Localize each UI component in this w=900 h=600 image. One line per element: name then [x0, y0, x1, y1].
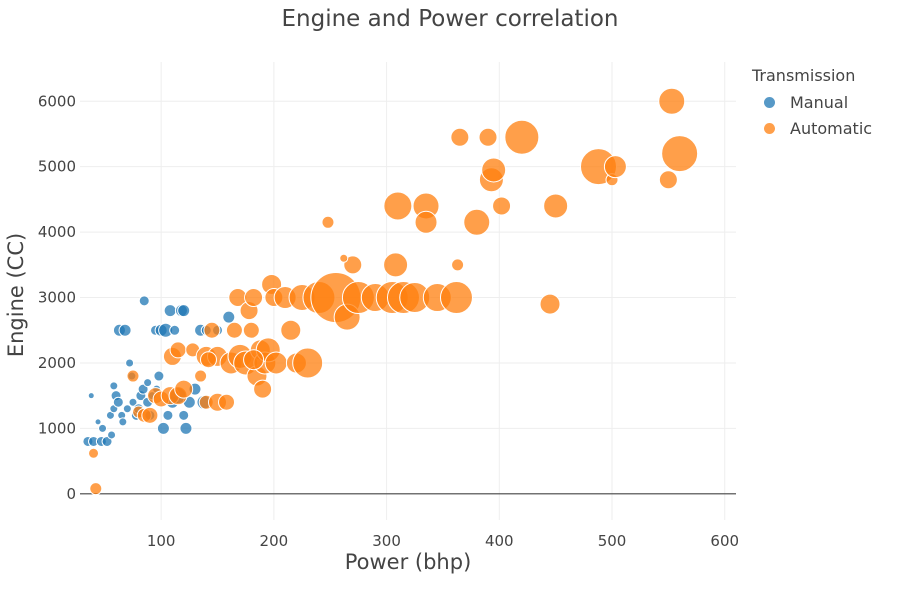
- legend-item-automatic[interactable]: Automatic: [752, 115, 872, 141]
- data-point-automatic: [169, 341, 187, 359]
- data-point-manual: [163, 304, 177, 318]
- y-tick-label: 6000: [38, 92, 76, 110]
- data-point-automatic: [280, 319, 302, 341]
- data-point-automatic: [242, 321, 260, 339]
- legend-swatch-manual: [764, 96, 775, 108]
- x-tick-label: 100: [147, 532, 176, 550]
- data-point-automatic: [450, 127, 470, 147]
- data-point-automatic: [658, 170, 678, 190]
- data-point-automatic: [504, 119, 540, 155]
- data-point-manual: [87, 392, 95, 400]
- data-point-automatic: [126, 369, 140, 383]
- data-point-automatic: [88, 447, 100, 459]
- legend-label-automatic: Automatic: [790, 118, 873, 138]
- data-point-automatic: [174, 379, 194, 399]
- legend-title: Transmission: [752, 66, 856, 85]
- x-tick-label: 600: [710, 532, 739, 550]
- x-tick-label: 300: [372, 532, 401, 550]
- y-tick-label: 4000: [38, 223, 76, 241]
- legend: Transmission Manual Automatic: [752, 66, 872, 141]
- data-point-automatic: [339, 253, 349, 263]
- data-point-manual: [118, 323, 132, 337]
- data-point-automatic: [603, 155, 627, 179]
- data-point-manual: [125, 358, 135, 368]
- legend-swatch-automatic: [764, 122, 775, 134]
- data-point-automatic: [439, 281, 473, 315]
- x-axis-title: Power (bhp): [344, 550, 472, 574]
- data-point-automatic: [141, 406, 159, 424]
- data-point-automatic: [478, 127, 498, 147]
- data-point-manual: [118, 417, 128, 427]
- data-point-manual: [128, 397, 138, 407]
- x-tick-label: 200: [260, 532, 289, 550]
- data-point-manual: [107, 430, 117, 440]
- data-point-automatic: [225, 321, 243, 339]
- data-point-automatic: [194, 369, 208, 383]
- data-point-manual: [179, 421, 193, 435]
- data-point-manual: [162, 409, 174, 421]
- data-point-automatic: [539, 293, 561, 315]
- data-point-automatic: [264, 351, 288, 375]
- x-tick-label: 500: [598, 532, 627, 550]
- data-point-automatic: [203, 321, 221, 339]
- data-point-automatic: [481, 157, 507, 183]
- data-point-manual: [153, 370, 165, 382]
- legend-item-manual[interactable]: Manual: [752, 89, 872, 115]
- legend-label-manual: Manual: [790, 92, 849, 112]
- y-tick-label: 0: [66, 485, 76, 503]
- data-point-manual: [222, 310, 236, 324]
- data-point-manual: [169, 324, 181, 336]
- data-point-automatic: [89, 482, 103, 496]
- data-point-manual: [137, 383, 149, 395]
- data-point-automatic: [292, 347, 324, 379]
- data-point-manual: [156, 421, 170, 435]
- data-point-automatic: [658, 87, 686, 115]
- data-point-automatic: [244, 288, 264, 308]
- data-point-manual: [138, 295, 150, 307]
- data-point-automatic: [253, 379, 273, 399]
- data-point-manual: [178, 409, 190, 421]
- data-point-automatic: [383, 191, 413, 221]
- data-point-manual: [177, 304, 191, 318]
- y-tick-label: 3000: [38, 289, 76, 307]
- data-point-automatic: [243, 349, 265, 371]
- data-point-automatic: [463, 208, 491, 236]
- data-point-automatic: [451, 258, 465, 272]
- data-point-automatic: [661, 135, 699, 173]
- y-tick-label: 5000: [38, 158, 76, 176]
- data-point-manual: [101, 435, 113, 447]
- data-point-automatic: [218, 393, 236, 411]
- data-point-manual: [143, 378, 153, 388]
- data-point-automatic: [414, 210, 438, 234]
- data-point-automatic: [199, 351, 217, 369]
- data-point-manual: [98, 423, 108, 433]
- y-tick-label: 2000: [38, 354, 76, 372]
- data-point-automatic: [492, 196, 512, 216]
- chart-title: Engine and Power correlation: [281, 6, 619, 32]
- data-point-automatic: [321, 215, 335, 229]
- data-point-automatic: [343, 255, 363, 275]
- data-point-manual: [109, 381, 119, 391]
- data-point-manual: [112, 396, 124, 408]
- data-point-automatic: [543, 193, 569, 219]
- x-tick-label: 400: [485, 532, 514, 550]
- data-point-manual: [94, 418, 102, 426]
- y-tick-label: 1000: [38, 419, 76, 437]
- y-axis-title: Engine (CC): [4, 232, 28, 358]
- data-point-automatic: [383, 252, 409, 278]
- data-point-manual: [122, 404, 132, 414]
